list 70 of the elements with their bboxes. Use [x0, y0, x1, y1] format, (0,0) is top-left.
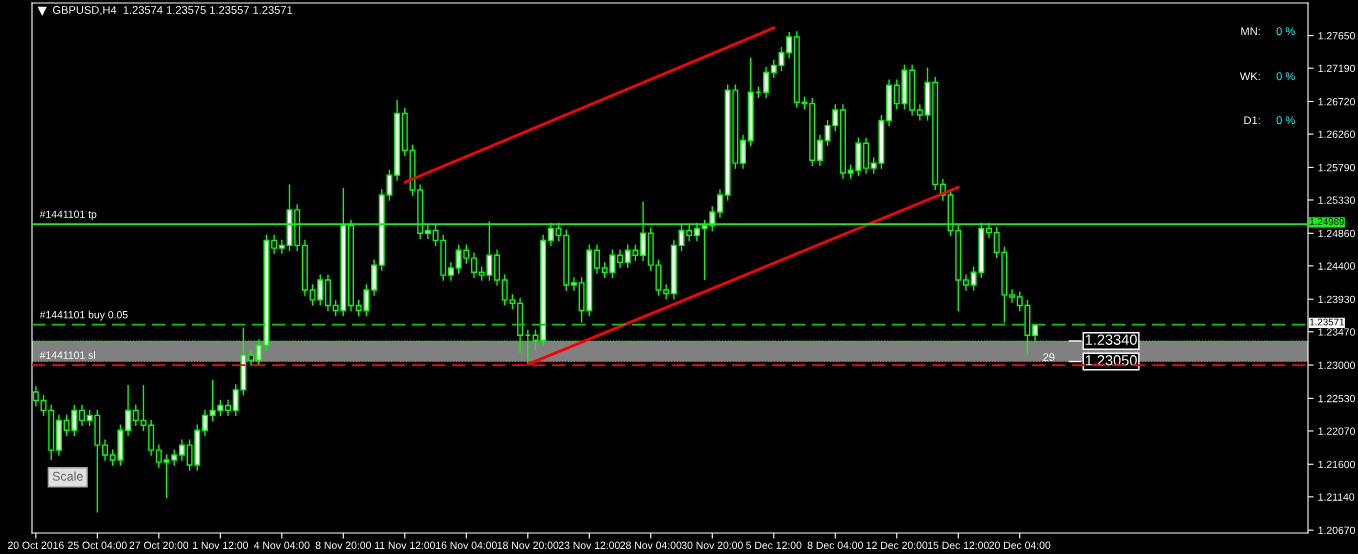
- candlestick: [816, 134, 823, 167]
- candlestick: [663, 283, 670, 300]
- x-tick-label: 4 Nov 04:00: [253, 541, 310, 549]
- x-tick-label: 15 Dec 12:00: [928, 541, 989, 549]
- candlestick: [178, 438, 185, 462]
- annotation: WK:: [1239, 72, 1260, 81]
- candlestick: [593, 243, 600, 275]
- candlestick: [271, 234, 278, 255]
- y-tick-label: 1.23930: [1318, 295, 1355, 304]
- y-tick-label: 1.27650: [1318, 32, 1355, 40]
- y-tick-label: 1.24860: [1318, 229, 1355, 238]
- ref-line-label: #1441101 tp: [39, 210, 97, 220]
- y-tick-label: 1.20670: [1318, 526, 1355, 535]
- candlestick: [763, 66, 770, 99]
- x-tick-label: 16 Nov 04:00: [436, 541, 497, 549]
- y-tick-label: 1.25330: [1318, 196, 1355, 204]
- x-tick-label: 30 Nov 20:00: [681, 541, 743, 549]
- candlestick: [78, 404, 85, 427]
- x-tick-label: 20 Oct 2016: [7, 541, 64, 549]
- y-tick-label: 1.24400: [1318, 262, 1355, 270]
- chart-title: GBPUSD,H4 1.23574 1.23575 1.23557 1.23571: [52, 6, 293, 16]
- annotation: 0 %: [1276, 116, 1295, 125]
- candlestick: [716, 188, 723, 219]
- x-tick-label: 18 Nov 20:00: [497, 541, 559, 549]
- annotation: MN:: [1241, 27, 1260, 36]
- y-tick-label: 1.23000: [1318, 361, 1355, 369]
- y-tick-label: 1.27190: [1318, 64, 1355, 73]
- candlestick: [786, 31, 793, 59]
- x-tick-label: 25 Oct 04:00: [68, 541, 127, 549]
- candlestick: [470, 251, 477, 279]
- y-tick-label: 1.21600: [1318, 460, 1355, 469]
- x-tick-label: 20 Dec 04:00: [989, 541, 1051, 549]
- text: 1.23571: [1310, 318, 1344, 326]
- annotation: 29: [1043, 353, 1055, 362]
- annotation: 0 %: [1276, 27, 1295, 36]
- annotation: 0 %: [1276, 72, 1295, 81]
- x-tick-label: 11 Nov 12:00: [375, 541, 435, 549]
- y-tick-label: 1.25790: [1318, 163, 1355, 172]
- y-tick-label: 1.26720: [1318, 97, 1355, 106]
- x-tick-label: 12 Dec 20:00: [866, 541, 928, 549]
- y-tick-label: 1.23470: [1318, 328, 1355, 336]
- candlestick: [32, 385, 39, 407]
- y-tick-label: 1.26260: [1318, 130, 1355, 138]
- x-tick-label: 1 Nov 12:00: [193, 541, 249, 549]
- candlestick: [125, 384, 132, 437]
- y-tick-label: 1.22530: [1318, 394, 1355, 403]
- x-tick-label: 8 Dec 04:00: [807, 541, 863, 549]
- candlestick: [740, 134, 747, 170]
- candlestick: [570, 276, 577, 292]
- x-tick-label: 28 Nov 04:00: [620, 541, 682, 549]
- annotation: D1:: [1244, 116, 1260, 125]
- candlestick: [278, 238, 285, 255]
- candlestick: [102, 438, 109, 462]
- candlestick: [201, 409, 208, 437]
- ref-line-label: #1441101 sl: [39, 351, 95, 359]
- x-tick-label: 8 Nov 20:00: [315, 541, 371, 549]
- text: 1.24989: [1310, 218, 1344, 225]
- ref-line-label: #1441101 buy 0.05: [39, 310, 128, 321]
- annotation: 1.23340: [1085, 334, 1137, 345]
- x-tick-label: 23 Nov 12:00: [558, 541, 620, 549]
- candlestick: [155, 443, 162, 469]
- x-tick-label: 27 Oct 20:00: [129, 541, 189, 549]
- annotation: 1.23050: [1085, 355, 1137, 366]
- y-tick-label: 1.21140: [1318, 493, 1355, 501]
- annotation: Scale: [52, 471, 83, 481]
- candlestick: [447, 261, 454, 282]
- candlestick: [617, 248, 624, 269]
- x-tick-label: 5 Dec 12:00: [746, 541, 802, 549]
- y-tick-label: 1.22070: [1318, 427, 1355, 435]
- candlestick: [1009, 288, 1016, 304]
